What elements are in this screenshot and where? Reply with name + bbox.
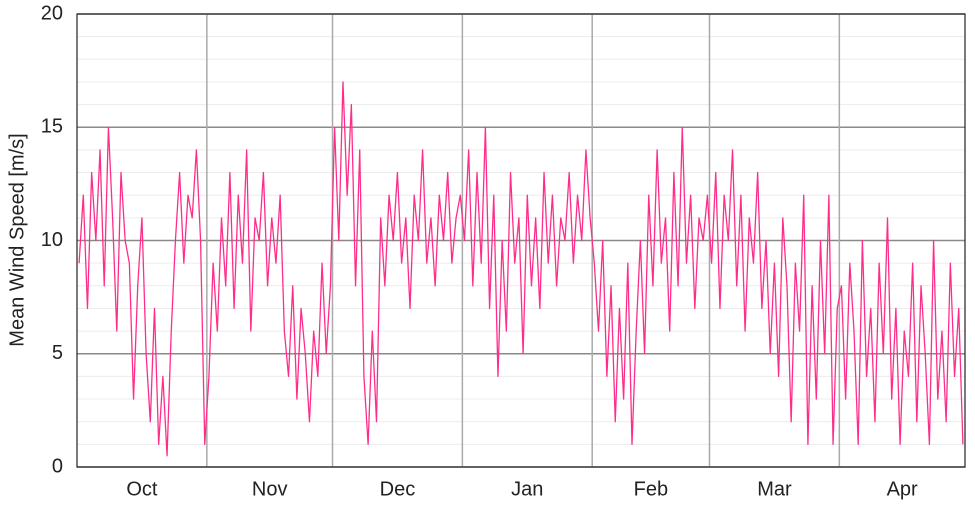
x-tick-label: Feb: [634, 478, 668, 500]
line-series: [78, 81, 964, 457]
plot-frame: [76, 13, 966, 468]
y-axis-label: Mean Wind Speed [m/s]: [6, 133, 28, 346]
x-tick-label: Dec: [380, 478, 416, 500]
y-tick-label: 0: [52, 455, 63, 477]
y-tick-label: 10: [41, 229, 63, 251]
y-tick-label: 5: [52, 342, 63, 364]
x-tick-label: Apr: [887, 478, 918, 500]
x-tick-label: Jan: [511, 478, 543, 500]
y-tick-label: 20: [41, 2, 63, 24]
x-tick-label: Oct: [126, 478, 158, 500]
x-tick-label: Mar: [757, 478, 792, 500]
x-tick-label: Nov: [252, 478, 288, 500]
y-tick-label: 15: [41, 116, 63, 138]
